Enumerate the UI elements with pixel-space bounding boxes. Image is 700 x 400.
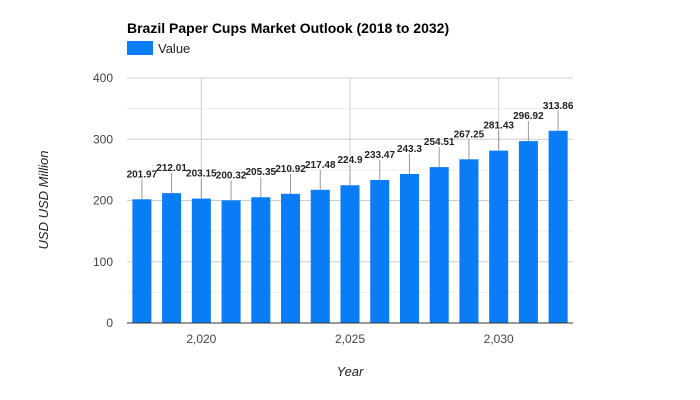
- bar: [459, 159, 479, 323]
- x-tick-label: 2,025: [335, 332, 365, 346]
- x-tick-label: 2,030: [484, 332, 514, 346]
- x-axis-ticks: 2,020 2,025 2,030: [186, 332, 514, 346]
- y-tick-label: 0: [106, 316, 113, 330]
- bar: [518, 141, 538, 323]
- y-tick-label: 100: [93, 255, 113, 269]
- y-axis-ticks: 0 100 200 300 400: [93, 71, 113, 330]
- bar: [548, 130, 568, 323]
- y-tick-label: 400: [93, 71, 113, 85]
- data-label: 217.48: [305, 160, 336, 171]
- data-label: 296.92: [513, 111, 544, 122]
- bars: [132, 130, 568, 323]
- bar: [399, 173, 419, 323]
- bar: [340, 185, 360, 323]
- bar: [191, 198, 211, 323]
- data-label: 212.01: [156, 163, 187, 174]
- chart-title: Brazil Paper Cups Market Outlook (2018 t…: [127, 20, 449, 36]
- bar: [489, 150, 509, 323]
- bar: [132, 199, 152, 323]
- data-label: 243.3: [397, 144, 422, 155]
- bar: [221, 200, 241, 323]
- x-axis-title: Year: [337, 364, 364, 379]
- bar: [310, 189, 330, 323]
- data-label: 205.35: [246, 167, 277, 178]
- data-label: 267.25: [454, 129, 485, 140]
- x-tick-label: 2,020: [186, 332, 216, 346]
- data-label: 254.51: [424, 137, 455, 148]
- y-axis-title: USD USD Million: [36, 151, 51, 250]
- bar: [370, 179, 390, 323]
- data-label: 313.86: [543, 101, 574, 112]
- bar: [162, 193, 182, 323]
- data-label: 224.9: [337, 155, 362, 166]
- legend-swatch: [127, 41, 153, 55]
- data-label: 201.97: [127, 169, 158, 180]
- data-label: 233.47: [364, 150, 395, 161]
- bar: [281, 193, 301, 323]
- bar: [251, 197, 271, 323]
- y-tick-label: 200: [93, 194, 113, 208]
- bar: [429, 167, 449, 323]
- data-label: 200.32: [216, 170, 247, 181]
- data-label: 281.43: [483, 121, 514, 132]
- data-label: 203.15: [186, 169, 217, 180]
- data-label: 210.92: [275, 164, 306, 175]
- y-tick-label: 300: [93, 132, 113, 146]
- legend-label: Value: [158, 41, 190, 56]
